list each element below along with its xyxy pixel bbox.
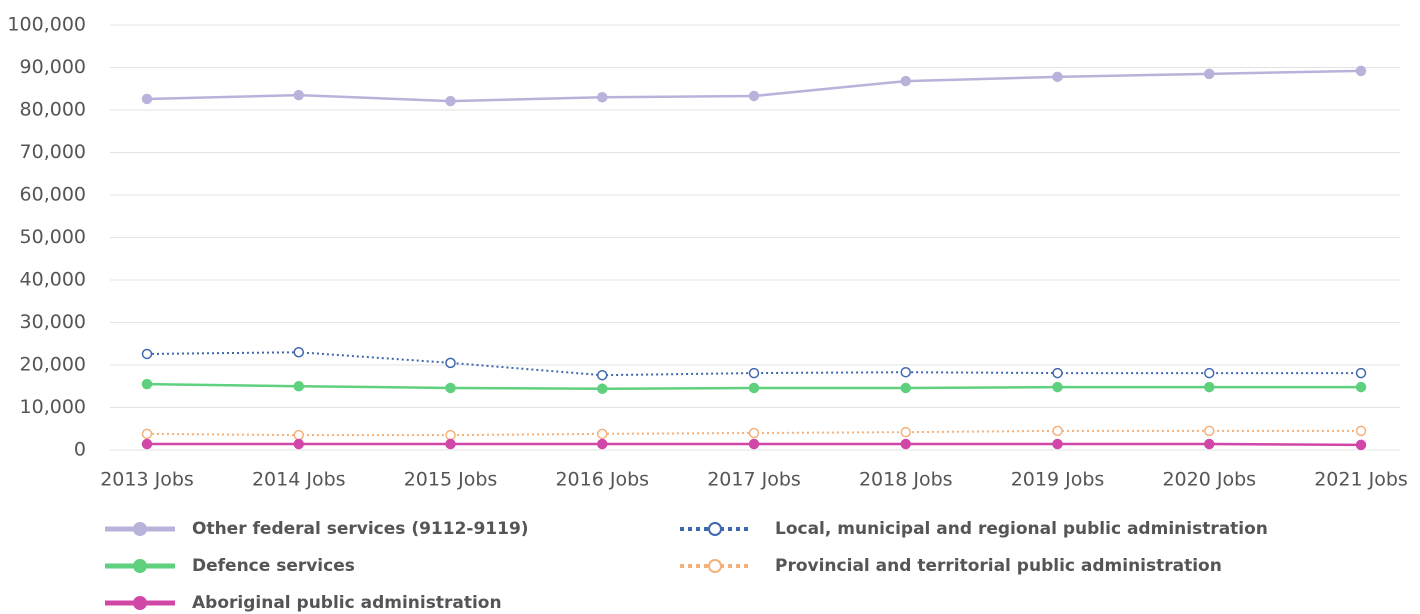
point <box>141 93 153 105</box>
point <box>293 89 304 101</box>
y-tick-label: 50,000 <box>20 226 86 248</box>
point <box>445 438 456 450</box>
point <box>597 438 608 450</box>
point <box>293 438 304 450</box>
point <box>748 427 760 439</box>
legend-marker <box>133 596 147 610</box>
point <box>1052 71 1063 83</box>
y-tick-label: 70,000 <box>20 141 86 163</box>
legend-marker <box>133 559 147 573</box>
legend-label: Defence services <box>192 556 355 576</box>
x-tick-label: 2017 Jobs <box>707 469 801 491</box>
y-tick-label: 20,000 <box>20 354 86 376</box>
point <box>900 426 911 438</box>
point <box>141 428 153 440</box>
x-tick-label: 2020 Jobs <box>1162 469 1256 491</box>
point <box>900 438 911 450</box>
point <box>293 347 304 358</box>
point <box>748 367 760 379</box>
point <box>293 429 304 441</box>
point <box>1204 425 1215 437</box>
point <box>445 382 456 394</box>
point <box>748 438 760 450</box>
legend-marker <box>708 522 722 536</box>
point <box>141 348 153 360</box>
point <box>445 95 456 107</box>
point <box>1204 438 1215 450</box>
point <box>597 428 608 440</box>
y-tick-label: 100,000 <box>7 14 86 36</box>
x-tick-label: 2019 Jobs <box>1011 469 1105 491</box>
point <box>445 429 456 441</box>
legend-label: Other federal services (9112-9119) <box>192 519 529 539</box>
x-tick-label: 2015 Jobs <box>404 469 498 491</box>
point <box>141 438 153 450</box>
point <box>1052 438 1063 450</box>
point <box>900 382 911 394</box>
point <box>748 90 760 102</box>
point <box>1355 65 1367 77</box>
point <box>1052 367 1063 379</box>
point <box>1204 367 1215 379</box>
point <box>597 369 608 381</box>
x-tick-label: 2014 Jobs <box>252 469 346 491</box>
point <box>1204 381 1215 393</box>
legend-label: Aboriginal public administration <box>192 593 502 613</box>
legend-label: Provincial and territorial public admini… <box>775 556 1222 576</box>
legend-marker <box>708 559 722 573</box>
point <box>293 381 304 392</box>
point <box>141 378 153 390</box>
point <box>748 382 760 394</box>
y-tick-label: 30,000 <box>20 311 86 333</box>
point <box>1204 68 1215 80</box>
series-line <box>146 429 1361 437</box>
point <box>597 383 608 395</box>
x-tick-label: 2013 Jobs <box>100 469 194 491</box>
x-tick-label: 2021 Jobs <box>1314 469 1408 491</box>
point <box>1052 425 1063 437</box>
point <box>445 357 456 369</box>
y-tick-label: 40,000 <box>20 269 86 291</box>
point <box>1355 367 1367 379</box>
y-tick-label: 60,000 <box>20 184 86 206</box>
x-tick-label: 2016 Jobs <box>555 469 649 491</box>
y-tick-label: 10,000 <box>20 396 86 418</box>
legend-label: Local, municipal and regional public adm… <box>775 519 1268 539</box>
y-tick-label: 0 <box>74 439 86 461</box>
point <box>1052 381 1063 393</box>
point <box>900 366 911 378</box>
legend-marker <box>133 522 147 536</box>
y-tick-label: 90,000 <box>20 56 86 78</box>
point <box>1355 425 1367 437</box>
point <box>597 92 608 103</box>
point <box>900 75 911 87</box>
point <box>1355 381 1367 393</box>
point <box>1355 439 1367 451</box>
y-tick-label: 80,000 <box>20 99 86 121</box>
x-tick-label: 2018 Jobs <box>859 469 953 491</box>
